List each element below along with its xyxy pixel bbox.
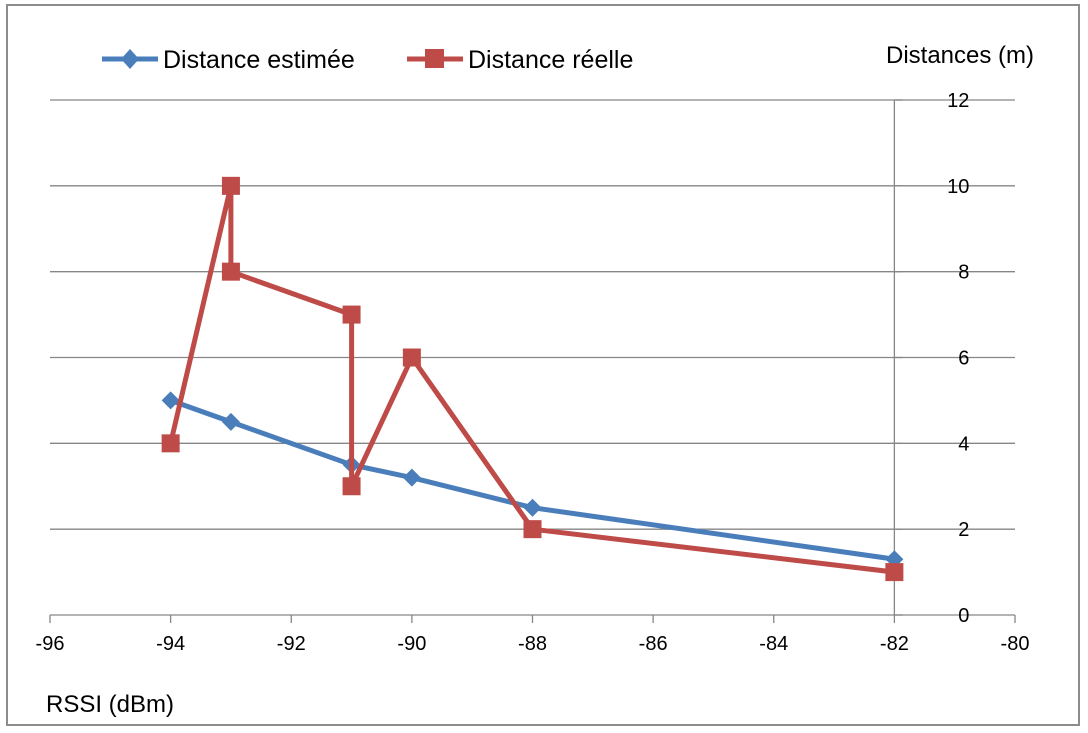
x-tick-label-4: -88	[518, 633, 547, 655]
point-series-1-2	[221, 262, 240, 281]
legend-marker-reelle	[425, 49, 444, 68]
point-series-0-0	[161, 391, 180, 410]
y-tick-label-4: 8	[958, 262, 969, 284]
point-series-1-1	[221, 176, 240, 195]
legend: Distance estimée Distance réelle	[102, 46, 633, 74]
gridlines	[50, 99, 1015, 530]
point-series-1-6	[523, 520, 542, 539]
y-axis-title: Distances (m)	[886, 42, 1034, 69]
point-series-1-4	[342, 477, 361, 496]
x-tick-label-0: -96	[36, 633, 65, 655]
point-series-0-1	[221, 412, 240, 431]
legend-marker-estimee	[121, 49, 139, 69]
y-tick-label-5: 10	[947, 176, 969, 198]
point-series-1-5	[402, 348, 421, 367]
legend-label-reelle: Distance réelle	[468, 46, 633, 74]
x-tick-label-2: -92	[277, 633, 306, 655]
chart-frame	[6, 4, 1080, 726]
x-tick-label-3: -90	[397, 633, 426, 655]
series-lines	[161, 176, 904, 582]
y-tick-label-3: 6	[958, 348, 969, 370]
y-tick-label-1: 2	[958, 519, 969, 541]
legend-label-estimee: Distance estimée	[163, 46, 355, 74]
series-line-1	[168, 183, 895, 575]
point-series-0-4	[523, 498, 542, 517]
x-tick-label-1: -94	[156, 633, 185, 655]
x-tick-label-6: -84	[759, 633, 788, 655]
x-tick-label-7: -82	[880, 633, 909, 655]
point-series-1-7	[885, 563, 904, 582]
y-tick-label-0: 0	[958, 605, 969, 627]
x-axis-title: RSSI (dBm)	[46, 691, 174, 718]
series-line-0	[169, 398, 895, 562]
point-series-1-0	[161, 434, 180, 453]
y-tick-label-6: 12	[947, 90, 969, 112]
x-tick-label-8: -80	[1001, 633, 1030, 655]
axes: -96 -94 -92 -90 -88 -86 -84 -82 -80 0 2 4 6 8 10 12	[36, 90, 1030, 655]
point-series-0-3	[402, 468, 421, 487]
y-tick-label-2: 4	[958, 433, 969, 455]
point-series-1-3	[342, 305, 361, 324]
x-tick-label-5: -86	[639, 633, 668, 655]
